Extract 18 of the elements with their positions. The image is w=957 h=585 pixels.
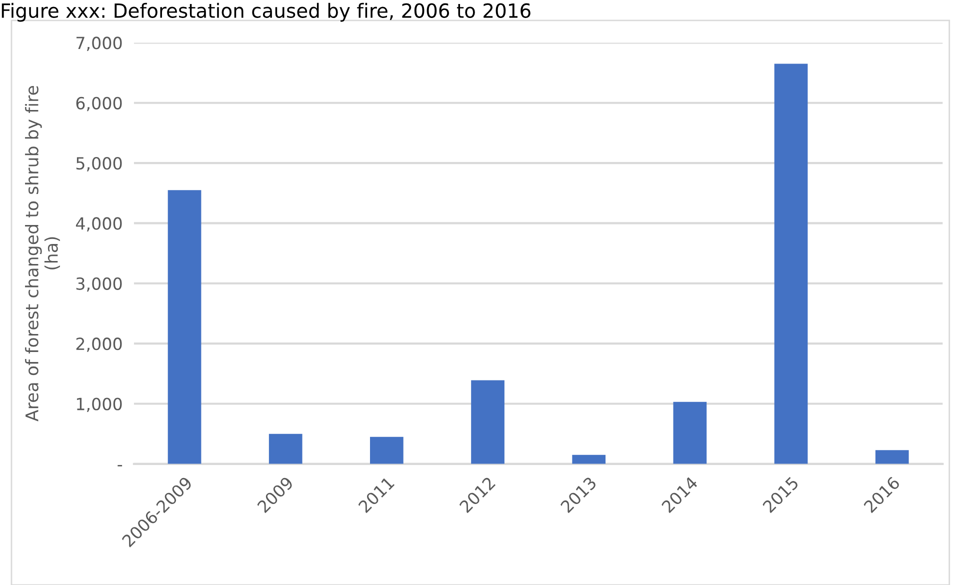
y-tick-label: 1,000 <box>76 398 122 412</box>
y-tick-label: 3,000 <box>76 277 122 292</box>
bar <box>673 402 707 464</box>
bar <box>268 434 302 464</box>
y-tick-label: 7,000 <box>76 36 122 51</box>
y-axis-title: Area of forest changed to shrub by fire (ha) <box>25 86 60 422</box>
y-tick-label: 5,000 <box>76 157 122 172</box>
y-tick-label: 4,000 <box>76 217 122 232</box>
y-tick-label: 2,000 <box>76 338 122 352</box>
y-tick-label: 6,000 <box>76 96 122 112</box>
bar <box>875 450 909 464</box>
bar <box>370 436 404 464</box>
bar <box>774 64 808 464</box>
chart-title: Figure xxx: Deforestation caused by fire, 2006 to 2016 <box>2 2 530 22</box>
y-tick-label: - <box>118 465 122 466</box>
bar <box>572 454 606 464</box>
bar <box>471 380 504 464</box>
bar <box>168 190 202 464</box>
